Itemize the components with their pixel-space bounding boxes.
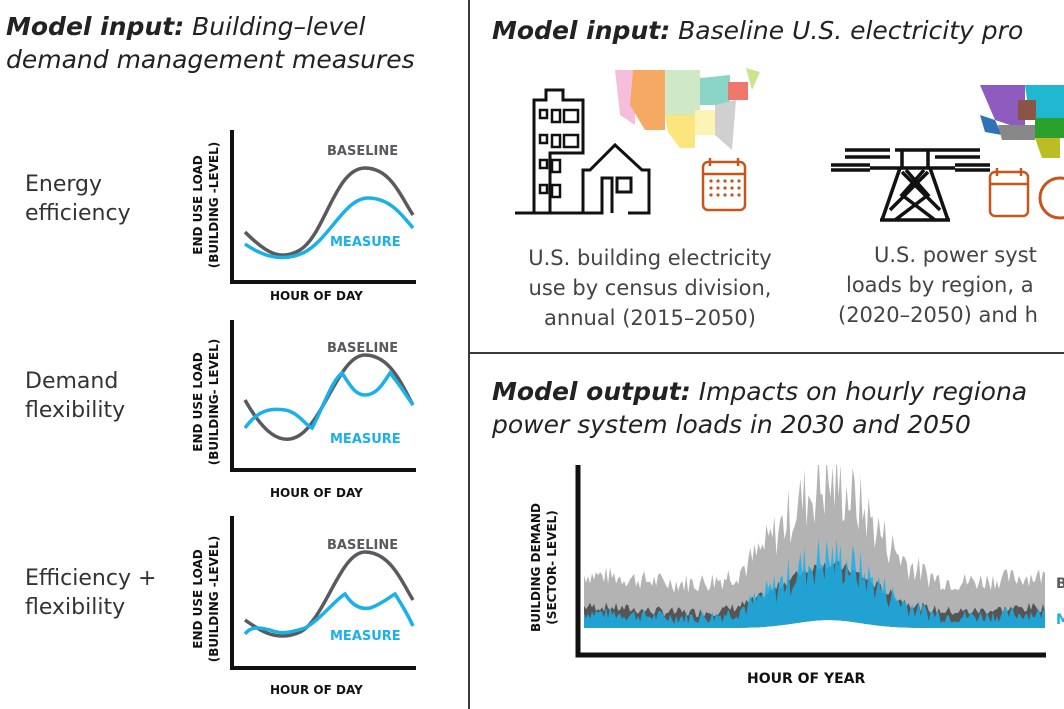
measure-label: MEASURE [330,629,401,644]
legend-baseline: B [1056,576,1064,592]
row-label-line2: flexibility [25,398,126,423]
house-icon [581,142,651,215]
caption2-line3: (2020–2050) and h [838,303,1038,327]
caption1-line2: use by census division, [528,276,772,300]
power-region-map-icon [980,85,1064,158]
row-label-line1: Demand [25,369,119,394]
hourly-chart-ylabel: BUILDING DEMAND (SECTOR- LEVEL) [528,485,560,650]
hourly-chart-axes [575,465,1046,658]
vertical-divider [468,0,470,709]
row-label-line1: Energy [25,172,103,197]
chart3-axes [230,516,416,670]
hourly-ylabel-line1: BUILDING DEMAND [529,503,543,632]
row-label-line2: efficiency [25,201,131,226]
input-icons [515,68,1064,222]
measure-charts [230,130,416,670]
chart1-axes [230,130,416,284]
calendar-icon-2 [988,168,1030,218]
measure-row-label: Energy efficiency [25,170,131,228]
power-system-caption: U.S. power syst loads by region, a (2020–2… [816,240,1064,330]
baseline-label: BASELINE [327,341,399,356]
measure-label: MEASURE [330,235,401,250]
hourly-load-chart: B M [575,465,1064,658]
caption2-line2: loads by region, a [846,273,1034,297]
measure-band [584,538,1045,628]
measure-chart-xlabel: HOUR OF DAY [270,289,363,303]
left-title-line2: demand management measures [6,45,415,74]
measure-chart-xlabel: HOUR OF DAY [270,486,363,500]
chart3-baseline-curve [243,550,415,638]
caption2-line1: U.S. power syst [874,243,1037,267]
hourly-chart-xlabel: HOUR OF YEAR [747,671,866,687]
bottom-right-title-line2: power system loads in 2030 and 2050 [492,410,971,439]
measure-label: MEASURE [330,432,401,447]
row-label-line2: flexibility [25,595,126,620]
hourly-ylabel-line2: (SECTOR- LEVEL) [545,510,559,625]
chart2-axes [230,320,416,472]
chart1-measure-curve [243,196,415,260]
bottom-right-title-bold: Model output: [492,377,691,406]
census-division-map-icon [615,68,760,150]
bottom-right-title: Model output: Impacts on hourly regiona p… [492,375,1064,441]
caption1-line3: annual (2015–2050) [544,306,756,330]
horizontal-divider [470,352,1064,354]
chart2-baseline-curve [243,353,415,441]
left-title: Model input: Building–level demand manage… [6,10,415,76]
baseline-label: BASELINE [327,538,399,553]
building-data-caption: U.S. building electricity use by census d… [490,243,810,333]
building-icon [515,88,585,215]
left-title-bold: Model input: [6,12,185,41]
chart1-baseline-curve [243,166,415,257]
legend-measure: M [1056,612,1064,628]
measure-row-label: Demand flexibility [25,367,125,425]
transmission-tower-icon [831,148,990,222]
chart3-measure-curve [243,591,415,636]
row-label-line1: Efficiency + [25,566,157,591]
left-title-line1: Building–level [184,12,366,41]
clock-icon [1038,176,1064,220]
chart2-measure-curve [243,370,415,431]
measure-row-label: Efficiency + flexibility [25,564,156,622]
building-windows [538,108,580,199]
calendar-icon [701,158,747,212]
top-right-title-bold: Model input: [492,16,671,45]
measure-chart-xlabel: HOUR OF DAY [270,683,363,697]
baseline-label: BASELINE [327,144,399,159]
top-right-title-rest: Baseline U.S. electricity pro [670,16,1024,45]
bottom-right-title-rest: Impacts on hourly regiona [690,377,1028,406]
top-right-title: Model input: Baseline U.S. electricity p… [492,14,1064,47]
caption1-line1: U.S. building electricity [528,246,772,270]
baseline-range-band [584,465,1045,628]
